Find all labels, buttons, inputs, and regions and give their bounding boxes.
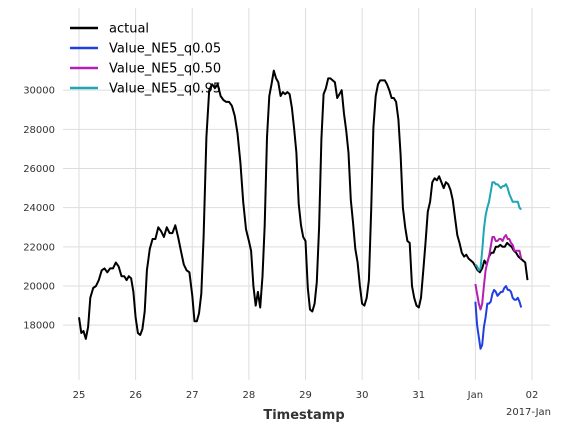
y-tick-label: 30000 bbox=[23, 86, 55, 97]
legend-label: actual bbox=[109, 22, 149, 37]
legend: actual Value_NE5_q0.05 Value_NE5_q0.50 Valu… bbox=[70, 22, 221, 97]
y-tick-label: 20000 bbox=[23, 282, 55, 293]
series-line-2 bbox=[474, 234, 523, 311]
legend-label: Value_NE5_q0.05 bbox=[109, 42, 221, 57]
x-tick-label: Jan bbox=[467, 390, 483, 401]
x-tick-label: 26 bbox=[129, 390, 142, 401]
series-lines bbox=[78, 69, 529, 350]
x-tick-label: 31 bbox=[412, 390, 425, 401]
y-tick-label: 24000 bbox=[23, 203, 55, 214]
x-tick-label: 02 bbox=[526, 390, 539, 401]
x-axis-ticks: 25 26 27 28 29 30 31 Jan 02 bbox=[73, 390, 539, 401]
y-tick-label: 18000 bbox=[23, 321, 55, 332]
x-axis-title: Timestamp bbox=[263, 408, 344, 423]
x-tick-label: 29 bbox=[299, 390, 312, 401]
series-line-1 bbox=[474, 285, 523, 350]
y-axis-ticks: 18000 20000 22000 24000 26000 28000 30000 bbox=[23, 86, 55, 332]
legend-label: Value_NE5_q0.50 bbox=[109, 62, 221, 77]
x-tick-label: 25 bbox=[73, 390, 86, 401]
y-tick-label: 28000 bbox=[23, 125, 55, 136]
x-tick-label: 27 bbox=[186, 390, 199, 401]
x-axis-offset-label: 2017-Jan bbox=[506, 407, 551, 418]
y-tick-label: 22000 bbox=[23, 242, 55, 253]
gridlines bbox=[63, 8, 550, 380]
series-line-3 bbox=[474, 181, 522, 272]
series-line-0 bbox=[78, 69, 529, 340]
legend-label: Value_NE5_q0.95 bbox=[109, 82, 221, 97]
x-tick-label: 30 bbox=[356, 390, 369, 401]
x-tick-label: 28 bbox=[243, 390, 256, 401]
y-tick-label: 26000 bbox=[23, 164, 55, 175]
